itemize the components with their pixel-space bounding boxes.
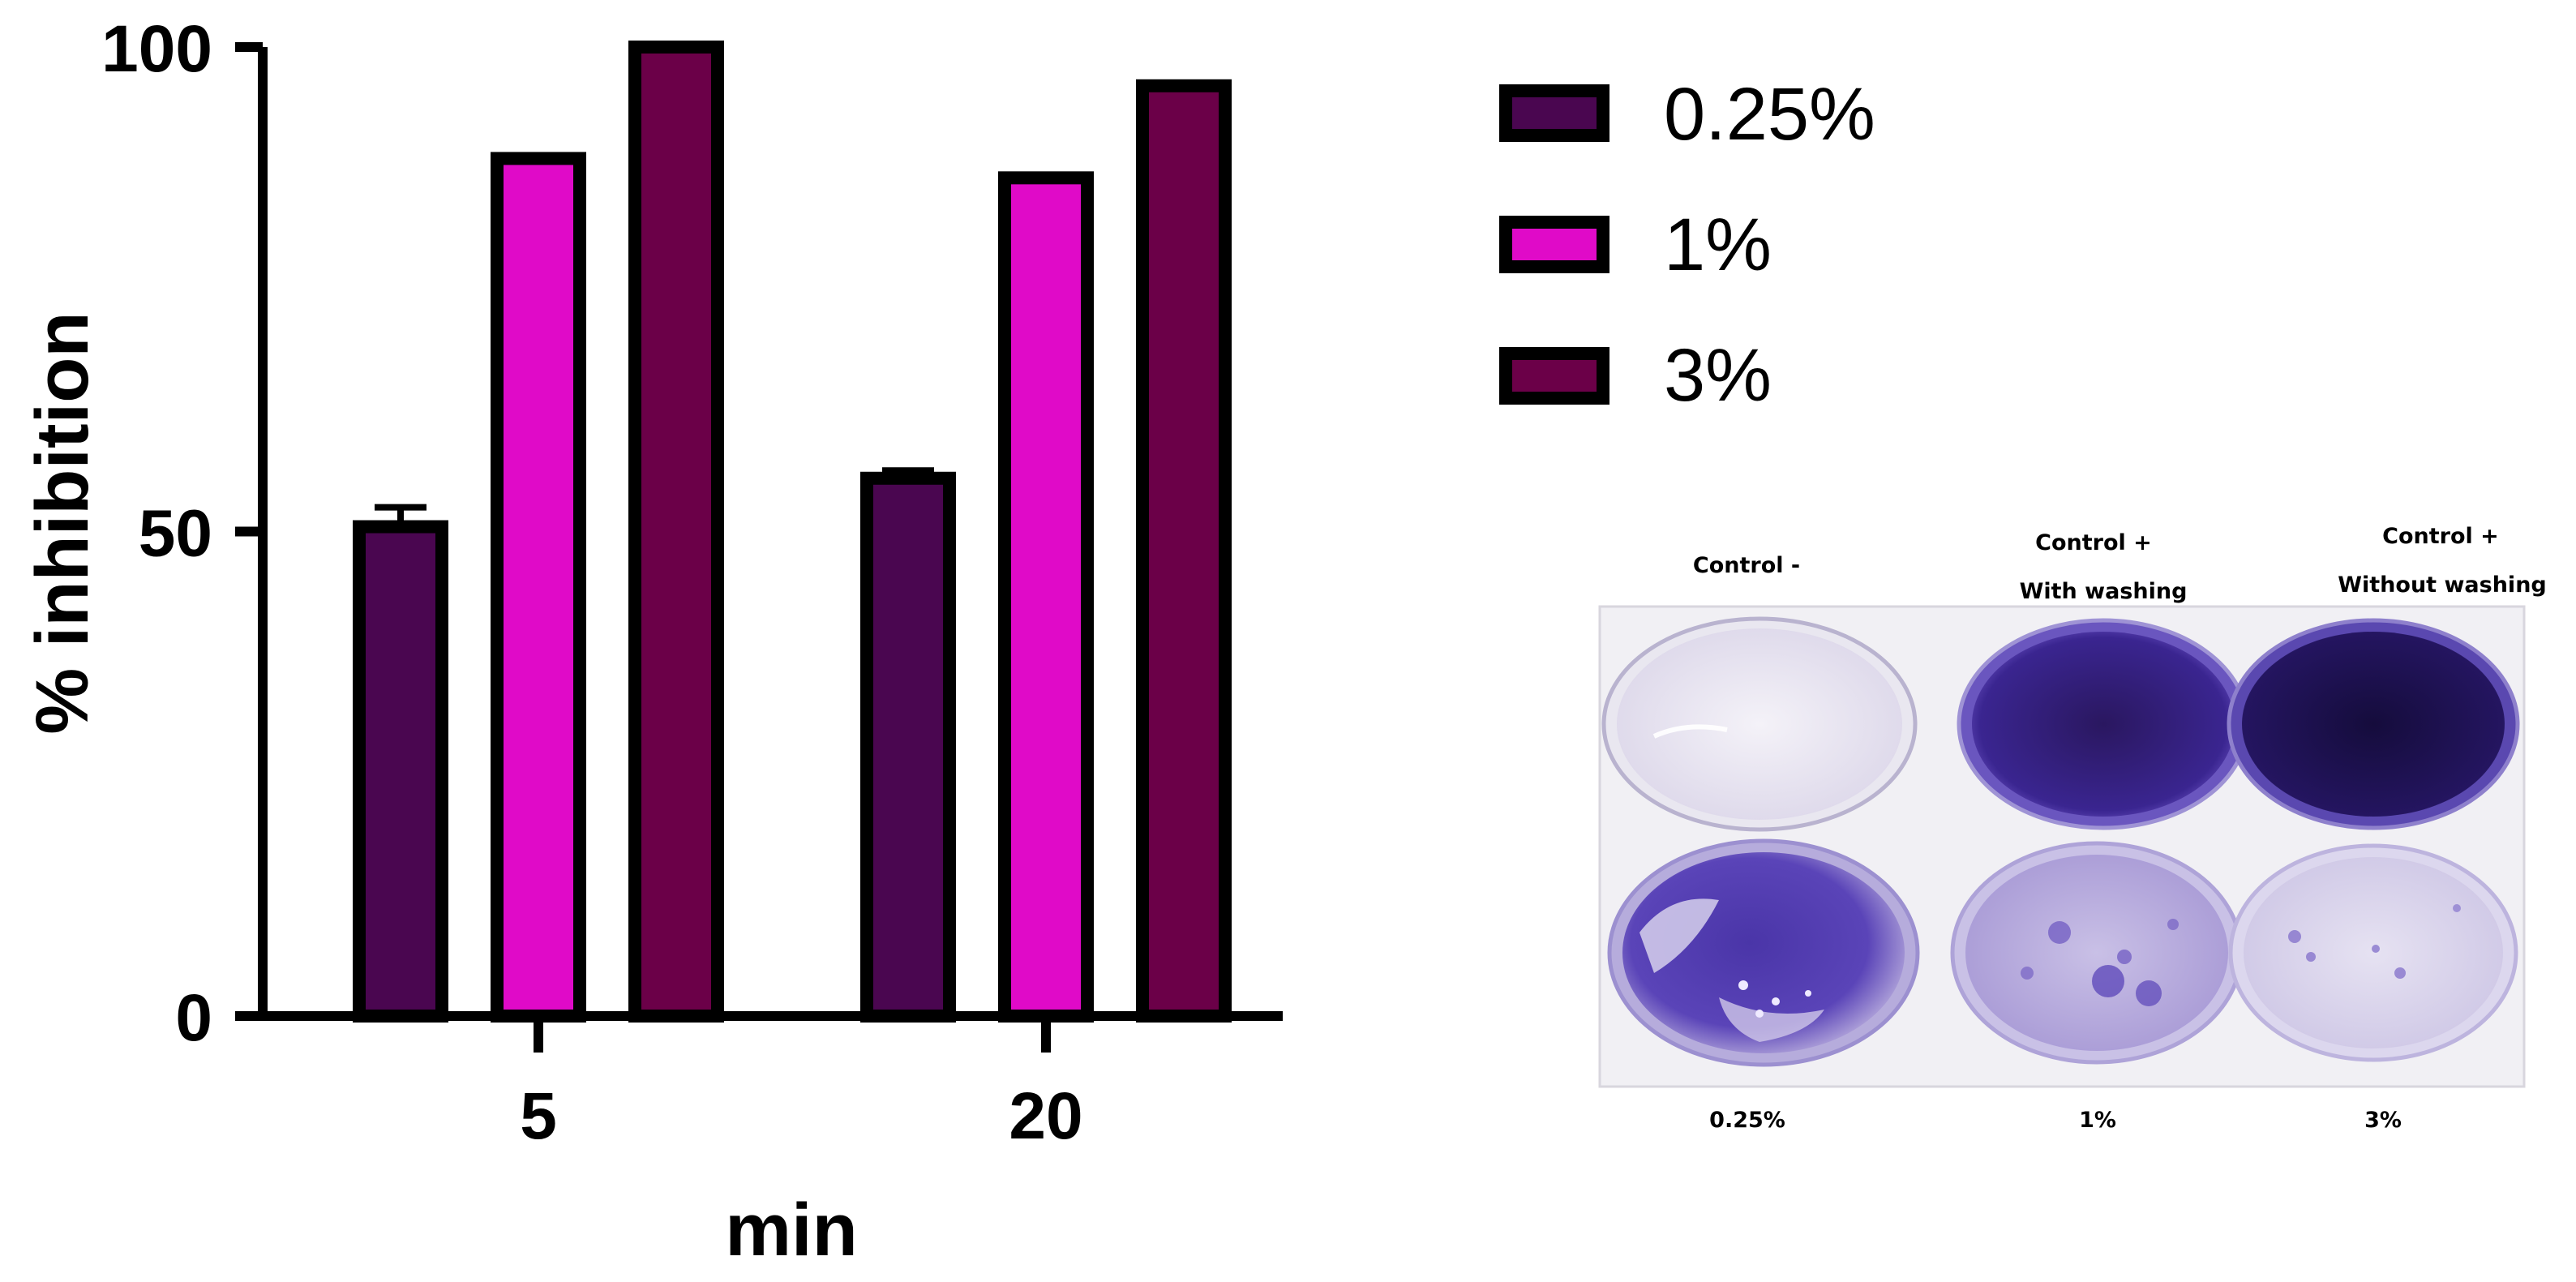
error-bars-layer <box>375 79 1210 527</box>
legend-label-1pct: 1% <box>1664 204 1772 286</box>
x-ticks: 5 20 <box>520 1016 1083 1153</box>
photo-label-col2-line2: With washing <box>2020 579 2188 604</box>
y-tick-label: 0 <box>175 981 212 1055</box>
plate-1pct <box>1950 841 2244 1065</box>
bar-1pct-5min <box>491 152 586 1023</box>
photo-label-col3-line1: Control + <box>2382 524 2499 549</box>
error-bar-0-25pct-5min <box>375 504 426 527</box>
photo-label-bottom-3pct: 3% <box>2364 1108 2402 1133</box>
bars-layer <box>353 41 1232 1023</box>
plate-control-positive-without-washing <box>2227 618 2520 830</box>
plate-control-negative <box>1601 616 1918 832</box>
legend-swatch-3pct <box>1499 347 1609 405</box>
plate-0-25pct <box>1607 838 1920 1067</box>
plate-3pct <box>2228 843 2518 1062</box>
legend-swatch-1pct <box>1499 216 1609 273</box>
x-tick-label: 20 <box>1009 1079 1082 1153</box>
photo-label-bottom-0-25pct: 0.25% <box>1709 1108 1785 1133</box>
bar-chart: 0 50 100 5 20 min % inhibition <box>21 12 1283 1271</box>
x-axis-label: min <box>725 1189 858 1271</box>
error-bar-0-25pct-20min <box>882 467 934 478</box>
legend-label-0-25pct: 0.25% <box>1664 73 1875 156</box>
y-ticks: 0 50 100 <box>101 12 263 1055</box>
photo-label-col3-line2: Without washing <box>2338 572 2547 598</box>
photo-label-col1-line1: Control - <box>1693 553 1800 578</box>
bar-1pct-20min <box>998 171 1094 1023</box>
legend-swatch-0-25pct <box>1499 84 1609 142</box>
y-tick-label: 50 <box>139 497 212 571</box>
y-axis-label: % inhibition <box>21 311 104 734</box>
bar-3pct-5min <box>628 41 724 1023</box>
photo-label-bottom-1pct: 1% <box>2079 1108 2116 1133</box>
plate-control-positive-with-washing <box>1957 618 2250 830</box>
error-bar-1pct-5min <box>512 152 564 159</box>
error-bar-3pct-20min <box>1158 79 1210 87</box>
y-tick-label: 100 <box>101 12 212 86</box>
bar-0-25pct-20min <box>860 471 956 1023</box>
bar-0-25pct-5min <box>353 520 448 1023</box>
x-tick-label: 5 <box>520 1079 557 1153</box>
photo-label-col2-line1: Control + <box>2035 530 2152 555</box>
error-bar-1pct-20min <box>1020 171 1072 178</box>
legend-label-3pct: 3% <box>1664 334 1772 417</box>
bar-3pct-20min <box>1136 79 1232 1023</box>
plate-photo: Control - Control + With washing Control… <box>1598 524 2547 1133</box>
legend: 0.25% 1% 3% <box>1499 73 1875 417</box>
